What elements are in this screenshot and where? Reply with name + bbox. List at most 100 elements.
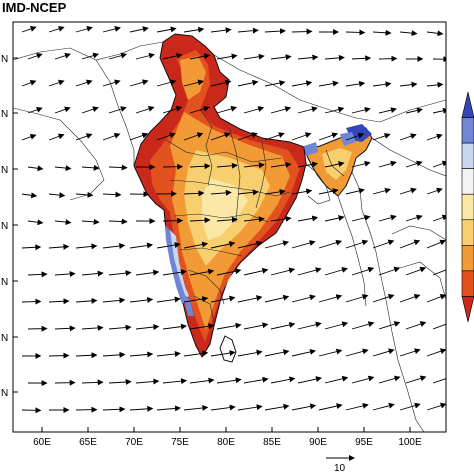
wind-vector [189,323,215,330]
wind-vector [345,402,369,411]
wind-vector [54,52,71,60]
wind-vector [75,79,93,87]
wind-vector [399,81,418,88]
wind-vector [21,298,42,305]
wind-vector [210,404,236,411]
malay-peninsula [391,331,425,432]
wind-vector [318,294,343,303]
reference-vector-label: 10 [334,463,346,474]
y-tick-label: N [1,165,8,176]
state-line-1 [165,139,283,163]
wind-vector [183,26,205,33]
wind-vector [426,239,446,249]
wind-vector [237,404,263,411]
state-line-3 [173,213,269,223]
wind-vector [210,189,232,196]
state-line-9 [193,295,215,323]
wind-vector [189,217,211,224]
wind-vector [345,239,369,249]
state-line-2 [169,179,291,197]
wind-vector [27,165,44,172]
wind-vector [81,270,104,277]
wind-vector [372,239,395,249]
wind-vector [399,133,417,141]
wind-vector [81,52,100,60]
wind-vector [351,266,375,276]
x-axis-ticks: 60E 65E 70E 75E 80E 85E 90E 95E 100E [33,427,422,448]
wind-vector [426,133,443,141]
wind-vector [291,188,313,195]
southwest-cool-strip [182,292,194,316]
wind-vector [372,29,392,36]
wind-vector [216,322,242,330]
wind-vector [135,378,160,385]
wind-vector [297,161,319,168]
ne-state-line [325,149,345,177]
wind-vector [318,132,339,141]
y-axis-ticks: N N N N N N N [1,54,18,399]
wind-vector [135,105,155,114]
wind-vector [210,132,231,141]
wind-vector [426,187,443,195]
wind-vector [108,218,128,225]
wind-vector [270,106,292,114]
wind-vector [54,106,71,114]
wind-vector [183,404,209,411]
x-tick-label: 60E [33,437,51,448]
wind-vector [216,216,238,223]
wind-vector [216,53,238,60]
wind-vector [216,377,242,384]
colorbar-swatch [461,168,474,195]
wind-vector [156,79,177,87]
wind-vector [318,80,339,87]
wind-vector [432,160,446,168]
colorbar-swatch [461,193,474,221]
wind-vector [189,268,215,276]
wind-vector [135,324,160,331]
wind-vector [324,321,349,330]
wind-vector [426,402,446,411]
wind-vector [399,30,418,37]
figure-title: IMD-NCEP [2,0,67,15]
wind-vector [324,375,349,384]
wind-vector [399,348,421,357]
wind-vector [378,107,397,114]
wind-vector [102,79,121,87]
state-line-7 [255,141,267,209]
wind-vector [324,54,345,61]
wind-vector [270,54,292,61]
wind-vector [27,106,43,114]
wind-vector [48,243,70,250]
wind-vector [102,406,126,413]
wind-vector [351,214,371,222]
indochina-coast [399,261,446,301]
wind-vector [297,376,322,384]
wind-vector [399,187,417,195]
wind-vector [432,321,446,330]
wind-vector [189,377,215,384]
wind-vector [318,403,343,411]
wind-vector [237,132,258,141]
wind-vector [243,376,269,384]
wind-vector [243,106,265,114]
wind-vector [129,351,154,358]
wind-vector [183,241,209,249]
colorbar-swatch [461,270,474,297]
wind-vector [378,160,397,168]
wind-vector [291,348,316,357]
wind-vector [270,321,296,330]
wind-vector [210,350,236,357]
wind-vector [243,162,265,169]
wind-vector [318,239,343,249]
wind-vector [183,350,209,357]
wind-vector [399,239,421,249]
wind-vector [129,79,149,87]
wind-vector [102,132,121,141]
wind-vector [162,52,183,60]
state-line-8 [187,269,225,305]
wind-vector [237,349,263,357]
wind-vector [405,214,423,222]
wind-vector [75,352,98,359]
wind-vector [81,164,100,171]
wind-vector [210,27,232,34]
